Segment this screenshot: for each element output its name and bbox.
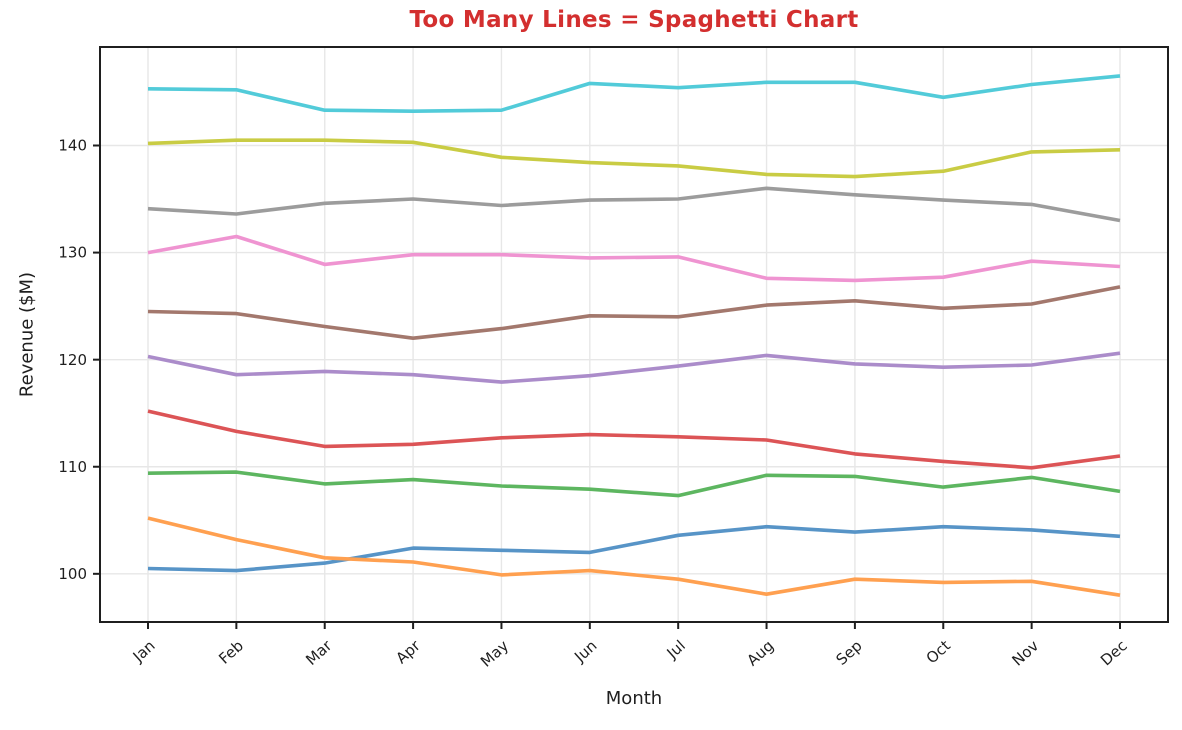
chart-title: Too Many Lines = Spaghetti Chart	[409, 7, 859, 33]
y-tick-label: 130	[58, 244, 87, 262]
gray-line	[147, 186, 1121, 223]
x-tick-label: Sep	[833, 637, 866, 669]
x-tick-label: Oct	[923, 637, 954, 668]
plot-border	[99, 46, 1169, 623]
x-tick-label: May	[477, 637, 512, 671]
red-line	[147, 409, 1121, 470]
x-tick-label: Nov	[1009, 637, 1043, 670]
cyan-line	[147, 74, 1121, 113]
green-line	[147, 470, 1121, 498]
olive-line	[147, 138, 1121, 179]
purple-line	[147, 351, 1121, 384]
x-axis-label: Month	[605, 688, 663, 709]
x-tick-label: Jul	[663, 637, 689, 663]
blue-line	[147, 524, 1121, 573]
x-tick-label: Jan	[129, 637, 159, 667]
x-tick-label: Aug	[743, 637, 777, 670]
y-tick-label: 100	[58, 565, 87, 583]
x-tick-label: Apr	[392, 636, 424, 667]
y-tick-label: 110	[58, 458, 87, 476]
pink-line	[147, 234, 1121, 283]
x-tick-label: Mar	[302, 636, 336, 669]
y-axis-label: Revenue ($M)	[16, 271, 38, 398]
x-tick-label: Feb	[215, 637, 247, 668]
y-tick-label: 140	[58, 137, 87, 155]
y-tick-label: 120	[58, 351, 87, 369]
brown-line	[147, 285, 1121, 341]
x-tick-label: Dec	[1097, 637, 1131, 670]
x-tick-label: Jun	[570, 637, 600, 667]
orange-line	[147, 516, 1121, 597]
